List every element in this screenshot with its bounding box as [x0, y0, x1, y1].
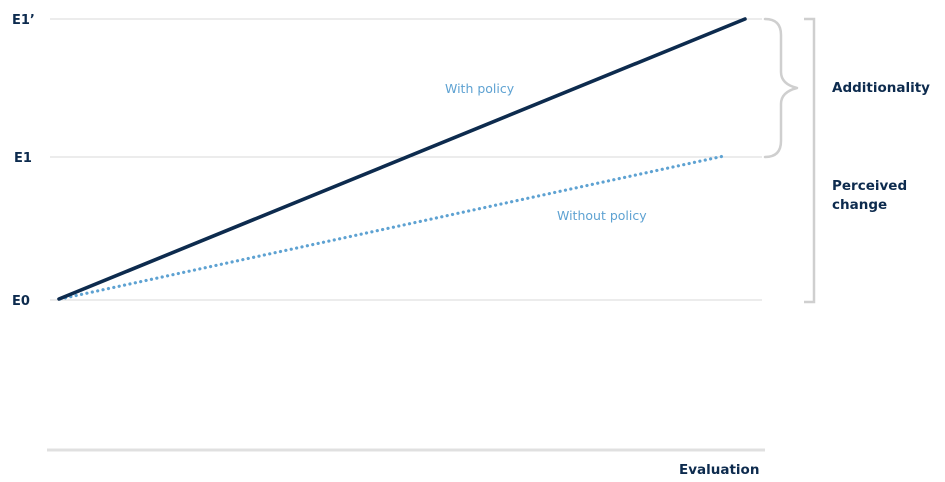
y-tick-label-e1: E1	[14, 151, 32, 166]
y-tick-label-e1-prime: E1’	[12, 13, 35, 28]
series-label-with-policy: With policy	[445, 81, 515, 96]
x-axis-title: Evaluation	[679, 462, 760, 478]
annotation-perceived-change: Perceived change	[832, 178, 908, 213]
series-label-without-policy: Without policy	[557, 208, 647, 223]
perceived-change-bracket	[804, 17, 816, 304]
series-line-without-policy	[58, 154, 726, 301]
series-line-with-policy	[57, 17, 747, 301]
additionality-brace	[763, 17, 799, 159]
annotation-additionality: Additionality	[832, 80, 930, 96]
y-tick-label-e0: E0	[12, 294, 30, 309]
